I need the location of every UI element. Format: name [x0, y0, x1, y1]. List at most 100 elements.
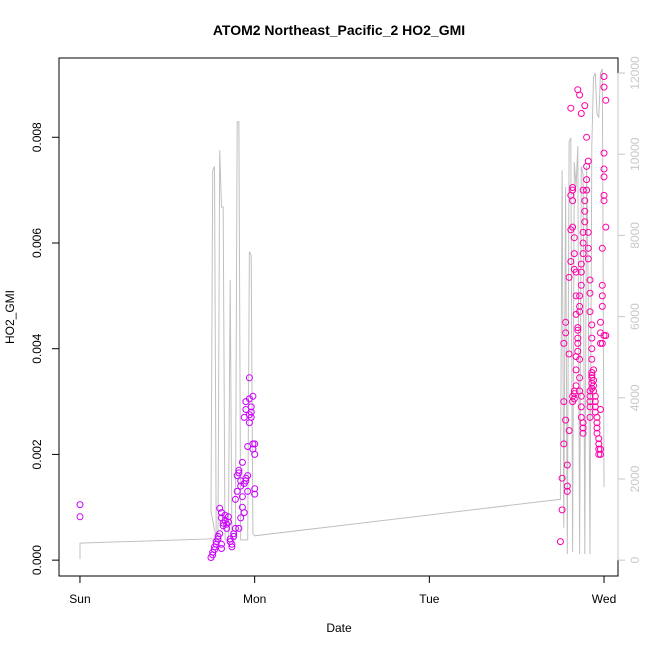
data-point: [583, 133, 591, 141]
data-point: [597, 318, 604, 326]
secondary-line-layer: [79, 68, 605, 559]
data-point: [237, 514, 245, 522]
data-point: [224, 513, 232, 521]
data-point: [244, 472, 252, 480]
data-point: [588, 379, 596, 387]
data-point: [233, 487, 241, 495]
data-point: [563, 461, 571, 469]
data-point: [567, 258, 575, 265]
data-point: [251, 440, 259, 448]
x-axis: Sun Mon Tue Wed: [69, 575, 616, 606]
data-point: [598, 281, 606, 289]
data-point: [588, 371, 596, 379]
data-point: [597, 450, 604, 458]
data-point: [588, 345, 596, 353]
data-point: [235, 469, 243, 477]
data-point: [591, 398, 599, 406]
data-point: [600, 165, 608, 173]
data-point: [584, 244, 592, 252]
data-point: [577, 260, 585, 268]
data-point: [228, 540, 236, 548]
data-point: [584, 157, 592, 165]
data-point: [576, 292, 584, 300]
data-point: [249, 392, 257, 400]
data-point: [579, 424, 587, 432]
data-point: [76, 501, 84, 509]
data-point: [593, 413, 601, 421]
data-point: [600, 173, 608, 181]
data-point: [572, 382, 580, 390]
data-point: [586, 398, 594, 406]
data-point: [218, 545, 225, 552]
data-point: [602, 223, 610, 231]
data-point: [576, 91, 584, 99]
data-point: [598, 244, 606, 252]
y2-axis: 0 2000 4000 6000 8000 10000 12000: [617, 56, 642, 564]
y-tick-label: 0.006: [30, 228, 44, 258]
data-point: [600, 149, 608, 157]
data-point: [600, 73, 608, 80]
x-tick-label: Wed: [592, 592, 616, 606]
data-point: [570, 250, 578, 258]
data-point: [598, 292, 606, 300]
data-point: [579, 419, 587, 427]
data-point: [245, 374, 253, 382]
data-point: [588, 334, 596, 342]
data-point: [597, 445, 604, 453]
data-point: [562, 329, 570, 337]
data-point: [238, 493, 246, 501]
data-point: [579, 239, 587, 247]
data-point: [251, 450, 259, 458]
data-point: [223, 524, 231, 532]
data-point: [565, 350, 573, 358]
data-point: [595, 435, 603, 443]
data-point: [586, 308, 594, 316]
data-point: [576, 374, 584, 382]
data-point: [231, 495, 239, 503]
data-point: [600, 191, 608, 199]
data-point: [569, 223, 577, 231]
data-point: [570, 390, 578, 398]
x-axis-label: Date: [326, 621, 352, 635]
data-point: [560, 440, 568, 448]
y-tick-label: 0.002: [30, 439, 44, 469]
data-point: [586, 403, 594, 411]
y-tick-label: 0.008: [30, 122, 44, 152]
data-point: [216, 530, 224, 538]
data-point: [251, 485, 259, 493]
data-point: [572, 268, 580, 276]
data-point: [228, 543, 236, 551]
data-point: [579, 250, 587, 258]
data-point: [563, 487, 571, 495]
data-point: [598, 339, 606, 347]
data-point: [565, 273, 573, 281]
data-point: [576, 308, 584, 316]
data-point: [247, 413, 255, 421]
data-point: [560, 339, 568, 347]
data-point: [221, 511, 229, 519]
x-tick-label: Tue: [419, 592, 440, 606]
series-line: [79, 68, 605, 559]
data-point: [224, 518, 232, 526]
data-point: [235, 466, 243, 474]
data-point: [76, 513, 84, 521]
data-point: [584, 255, 592, 263]
data-point: [570, 234, 578, 242]
data-point: [569, 184, 577, 191]
data-point: [574, 324, 582, 332]
data-point: [581, 197, 589, 205]
data-point: [247, 403, 255, 411]
data-point: [577, 281, 585, 289]
data-point: [244, 487, 252, 495]
y2-tick-label: 4000: [628, 384, 642, 411]
data-point: [581, 207, 589, 215]
data-point: [600, 83, 608, 91]
data-point: [567, 104, 575, 112]
data-point: [569, 186, 577, 194]
y-tick-label: 0.000: [30, 545, 44, 575]
data-point: [586, 392, 594, 400]
data-point: [586, 276, 594, 284]
y2-tick-label: 12000: [628, 56, 642, 90]
data-point: [588, 374, 596, 382]
data-point: [238, 458, 246, 466]
